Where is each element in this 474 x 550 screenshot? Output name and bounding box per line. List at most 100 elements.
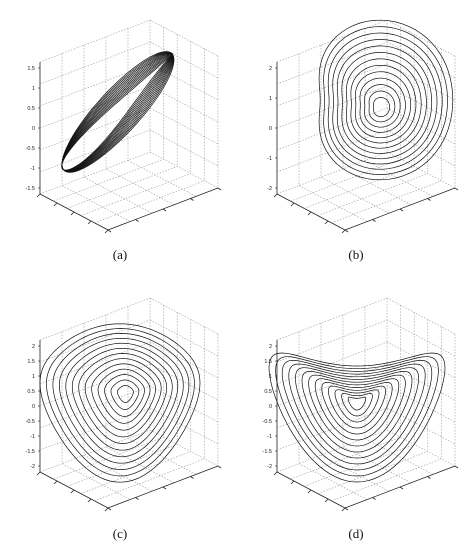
panel-d-grid-line: [276, 319, 388, 363]
panel-c-grid-line: [39, 319, 151, 363]
panel-b-grid-line: [290, 158, 401, 202]
panel-a-orbit-curve: [61, 53, 174, 171]
panel-d-x-tick: [273, 471, 278, 476]
panel-c-orbit-curve: [39, 323, 201, 483]
panel-a-orbit-curve: [61, 52, 173, 172]
panel-b-grid-line: [276, 107, 388, 151]
panel-d-z-tick-label: -1: [267, 434, 272, 440]
panel-c-grid-line: [39, 429, 151, 473]
panel-b-orbit-curve: [341, 52, 427, 154]
panel-c-grid-line: [39, 297, 151, 341]
panel-c-orbit-curve: [91, 363, 156, 431]
panel-a-grid-line: [61, 185, 131, 222]
panel-d-orbit-curve: [314, 378, 400, 441]
panel-a-z-tick-label: 0.5: [27, 106, 35, 112]
panel-c-grid-line: [127, 438, 197, 475]
panel-b-orbit-curve: [323, 26, 448, 175]
panel-c-x-tick: [36, 471, 41, 476]
panel-b-grid-line: [331, 180, 442, 224]
panel-d-grid-line: [386, 319, 456, 357]
panel-b-plot: 2 1 0 -1 -2: [267, 19, 459, 234]
panel-c-grid-line: [61, 463, 131, 500]
panel-d-grid-line: [386, 385, 456, 423]
panel-b-grid-line: [317, 173, 428, 216]
panel-b-z-tick-label: -2: [267, 186, 272, 192]
panel-a-grid-line: [149, 41, 219, 79]
panel-a-orbit-curve: [61, 53, 173, 171]
panel-c-y-tick: [107, 507, 112, 511]
panel-a-z-tick-label: 0: [32, 126, 35, 132]
panel-a-z-tick-label: -1: [30, 166, 35, 172]
panel-a-y-tick: [162, 208, 167, 212]
panel-d-grid-line: [317, 451, 428, 494]
panel-c-orbit-curve: [104, 374, 145, 417]
panel-b-orbit-curve: [327, 32, 443, 170]
panel-a-orbit-curve: [61, 51, 174, 173]
panel-a-grid-line: [127, 160, 197, 197]
panel-d-z-tick-label: -2: [267, 464, 272, 470]
panel-c-x-tick: [53, 480, 58, 485]
panel-a-grid-line: [149, 107, 219, 145]
panel-b-grid-line: [386, 129, 456, 167]
panel-d-orbit-curve: [275, 356, 439, 477]
panel-b-z-tick-label: 1: [269, 96, 272, 102]
panel-c-z-ticks: 2 1.5 1 0.5 0 -0.5 -1 -1.5 -2: [26, 344, 40, 470]
panel-c-y-tick: [217, 465, 222, 469]
panel-d-grid-line: [320, 454, 390, 492]
panel-a-orbit-curve: [61, 52, 173, 172]
panel-a-x-tick: [53, 202, 58, 207]
panel-c-grid-line: [105, 446, 175, 484]
panel-d-orbit-curve: [301, 371, 413, 453]
panel-d-curves: [268, 352, 446, 483]
panel-b-grid-line: [386, 19, 456, 57]
panel-a-z-tick-label: 1.5: [27, 66, 35, 72]
panel-b-orbit-curve: [350, 64, 417, 144]
panel-b-x-tick: [341, 229, 346, 234]
panel-a-orbit-curve: [61, 51, 175, 173]
panel-a-grid-line: [149, 85, 219, 123]
panel-b-grid-line: [276, 63, 388, 107]
panel-c-grid-line: [149, 385, 219, 423]
panel-b-y-tick: [399, 208, 404, 212]
panel-b-x-tick: [324, 220, 329, 225]
panel-b-curves: [318, 19, 454, 181]
panel-c-grid-line: [149, 429, 219, 467]
panel-b-z-tick-label: 0: [269, 126, 272, 132]
panel-b-caption: (b): [348, 247, 364, 262]
panel-d-grid-line: [276, 297, 388, 341]
panel-d-grid: [273, 297, 459, 512]
panel-c-orbit-curve: [52, 333, 190, 470]
panel-a-x-tick: [87, 220, 92, 225]
panel-c-orbit-curve: [59, 337, 184, 464]
panel-c-y-tick: [135, 497, 139, 500]
panel-a-orbit-curve: [61, 52, 173, 172]
panel-d-x-tick: [307, 489, 312, 494]
panel-d-grid-line: [386, 429, 456, 467]
panel-d-grid-line: [364, 438, 434, 475]
panel-c-z-tick-label: -1.5: [26, 449, 35, 455]
panel-a-z-tick-label: -0.5: [26, 146, 35, 152]
panel-d-y-tick: [454, 465, 459, 469]
panel-d-grid-line: [342, 446, 412, 484]
panel-c-orbit-curve: [84, 358, 162, 438]
panel-a-y-tick: [135, 219, 139, 222]
panel-b-orbit-curve: [364, 84, 401, 128]
panel-b-orbit-curve: [332, 39, 438, 165]
panel-d-orbit-curve: [328, 385, 386, 429]
panel-a-orbit-curve: [61, 51, 174, 173]
panel-c-z-tick-label: 2: [32, 344, 35, 350]
panel-d-z-tick-label: -0.5: [263, 419, 272, 425]
panel-a-z-ticks: 1.5 1 0.5 0 -0.5 -1 -1.5: [26, 66, 40, 192]
panel-c-grid-line: [149, 341, 219, 379]
panel-b-grid-line: [276, 85, 388, 129]
panel-d-orbit-curve: [295, 367, 419, 459]
panel-b-orbit-curve: [336, 45, 433, 160]
panel-c-plot: 2 1.5 1 0.5 0 -0.5 -1 -1.5 -2: [26, 297, 222, 512]
panel-c-y-tick: [162, 486, 167, 490]
panel-c-grid-line: [149, 319, 219, 357]
panel-a-grid-line: [39, 19, 151, 63]
panel-a-x-tick: [104, 229, 109, 234]
panel-a-grid-line: [53, 158, 164, 202]
panel-c-x-tick: [70, 489, 75, 494]
